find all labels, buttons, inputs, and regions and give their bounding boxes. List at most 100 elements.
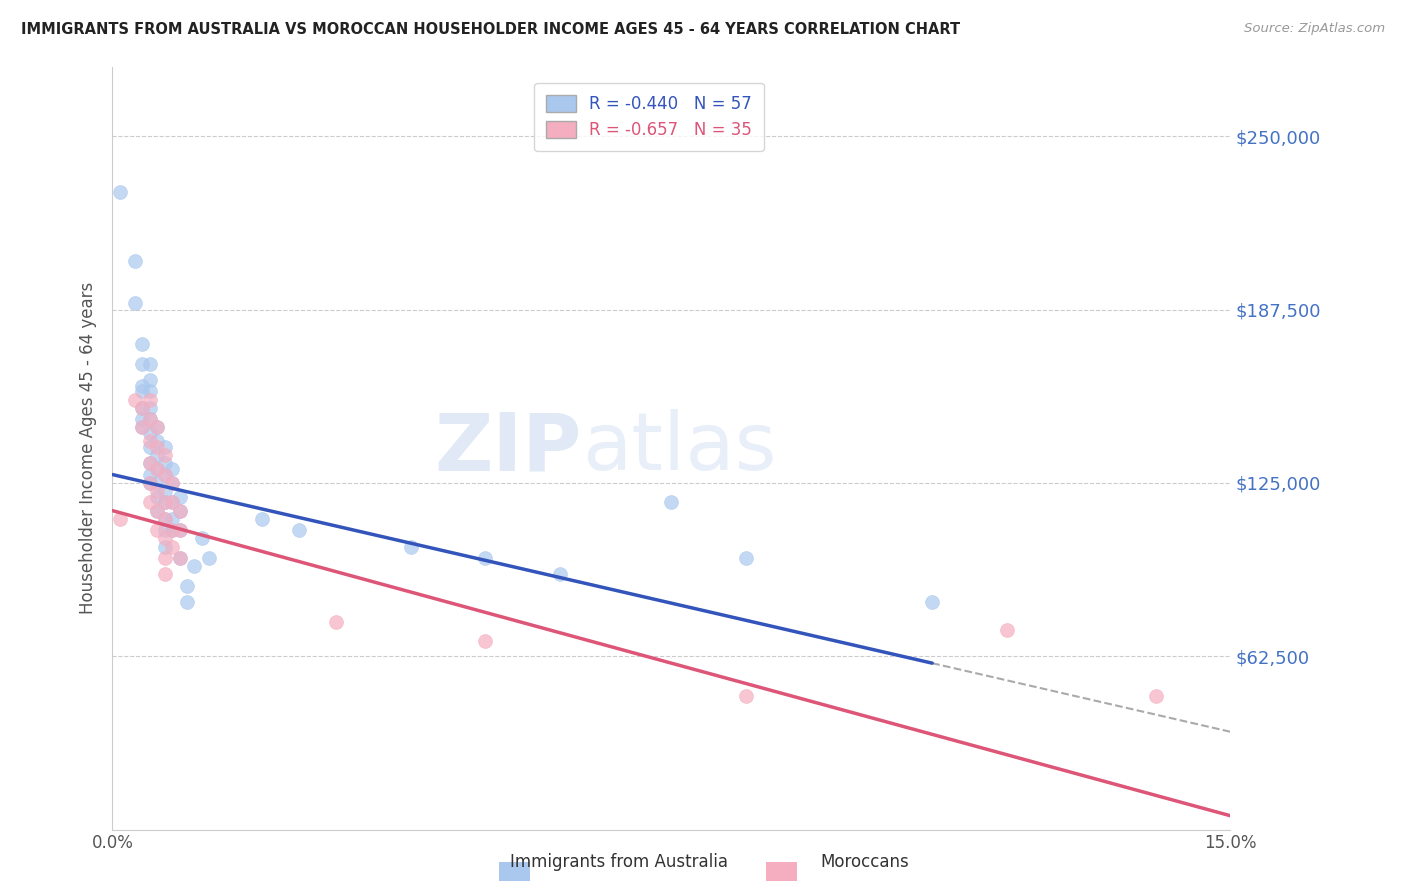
Point	[1144, 690, 1167, 704]
Point	[153, 467, 176, 482]
Point	[399, 540, 422, 554]
Point	[160, 523, 183, 537]
Point	[160, 523, 183, 537]
Legend: R = -0.440   N = 57, R = -0.657   N = 35: R = -0.440 N = 57, R = -0.657 N = 35	[534, 83, 763, 151]
Point	[153, 512, 176, 526]
Point	[160, 512, 183, 526]
Point	[250, 512, 273, 526]
Point	[153, 484, 176, 499]
Point	[146, 503, 169, 517]
Point	[146, 484, 169, 499]
Point	[474, 634, 496, 648]
Point	[661, 495, 683, 509]
Point	[146, 448, 169, 462]
Point	[146, 523, 169, 537]
Point	[138, 373, 162, 387]
Point	[146, 420, 169, 434]
Point	[288, 523, 311, 537]
Point	[138, 357, 162, 371]
Point	[474, 550, 496, 565]
Point	[160, 495, 183, 509]
Point	[198, 550, 221, 565]
Point	[124, 295, 146, 310]
Point	[160, 475, 183, 490]
Point	[176, 595, 198, 609]
Text: Immigrants from Australia: Immigrants from Australia	[509, 854, 728, 871]
Text: Moroccans: Moroccans	[820, 854, 910, 871]
Point	[548, 567, 571, 582]
Point	[108, 185, 131, 199]
Point	[153, 495, 176, 509]
Point	[124, 392, 146, 407]
Point	[153, 512, 176, 526]
Point	[138, 412, 162, 426]
Y-axis label: Householder Income Ages 45 - 64 years: Householder Income Ages 45 - 64 years	[79, 282, 97, 615]
Point	[995, 623, 1018, 637]
Text: ZIP: ZIP	[434, 409, 582, 487]
Point	[108, 512, 131, 526]
Point	[138, 384, 162, 399]
Point	[146, 434, 169, 449]
Point	[169, 523, 191, 537]
Point	[325, 615, 347, 629]
Point	[146, 503, 169, 517]
Point	[153, 467, 176, 482]
Point	[124, 254, 146, 268]
Text: atlas: atlas	[582, 409, 776, 487]
Point	[138, 434, 162, 449]
Point	[138, 457, 162, 471]
Point	[138, 401, 162, 415]
Point	[138, 392, 162, 407]
Point	[138, 495, 162, 509]
Point	[146, 490, 169, 504]
Point	[146, 440, 169, 454]
Point	[153, 567, 176, 582]
Point	[160, 495, 183, 509]
Point	[131, 357, 153, 371]
Point	[169, 503, 191, 517]
Point	[153, 448, 176, 462]
Point	[138, 475, 162, 490]
Point	[160, 462, 183, 476]
Point	[131, 384, 153, 399]
Text: Source: ZipAtlas.com: Source: ZipAtlas.com	[1244, 22, 1385, 36]
Point	[160, 540, 183, 554]
Point	[153, 532, 176, 546]
Point	[131, 420, 153, 434]
Point	[183, 559, 205, 574]
Point	[153, 457, 176, 471]
Point	[169, 550, 191, 565]
Point	[921, 595, 943, 609]
Point	[138, 467, 162, 482]
Point	[169, 503, 191, 517]
Point	[176, 578, 198, 592]
Point	[169, 550, 191, 565]
Point	[191, 532, 214, 546]
Point	[153, 495, 176, 509]
Text: IMMIGRANTS FROM AUSTRALIA VS MOROCCAN HOUSEHOLDER INCOME AGES 45 - 64 YEARS CORR: IMMIGRANTS FROM AUSTRALIA VS MOROCCAN HO…	[21, 22, 960, 37]
Point	[160, 475, 183, 490]
Point	[146, 475, 169, 490]
Point	[131, 420, 153, 434]
Point	[131, 379, 153, 393]
Point	[131, 401, 153, 415]
Point	[131, 412, 153, 426]
Point	[169, 523, 191, 537]
Point	[146, 420, 169, 434]
Point	[138, 412, 162, 426]
Point	[146, 462, 169, 476]
Point	[153, 523, 176, 537]
Point	[735, 550, 758, 565]
Point	[138, 425, 162, 440]
Point	[153, 540, 176, 554]
Point	[169, 490, 191, 504]
Point	[146, 462, 169, 476]
Point	[153, 550, 176, 565]
Point	[138, 457, 162, 471]
Point	[131, 337, 153, 351]
Point	[131, 401, 153, 415]
Point	[153, 440, 176, 454]
Point	[735, 690, 758, 704]
Point	[138, 440, 162, 454]
Point	[138, 475, 162, 490]
